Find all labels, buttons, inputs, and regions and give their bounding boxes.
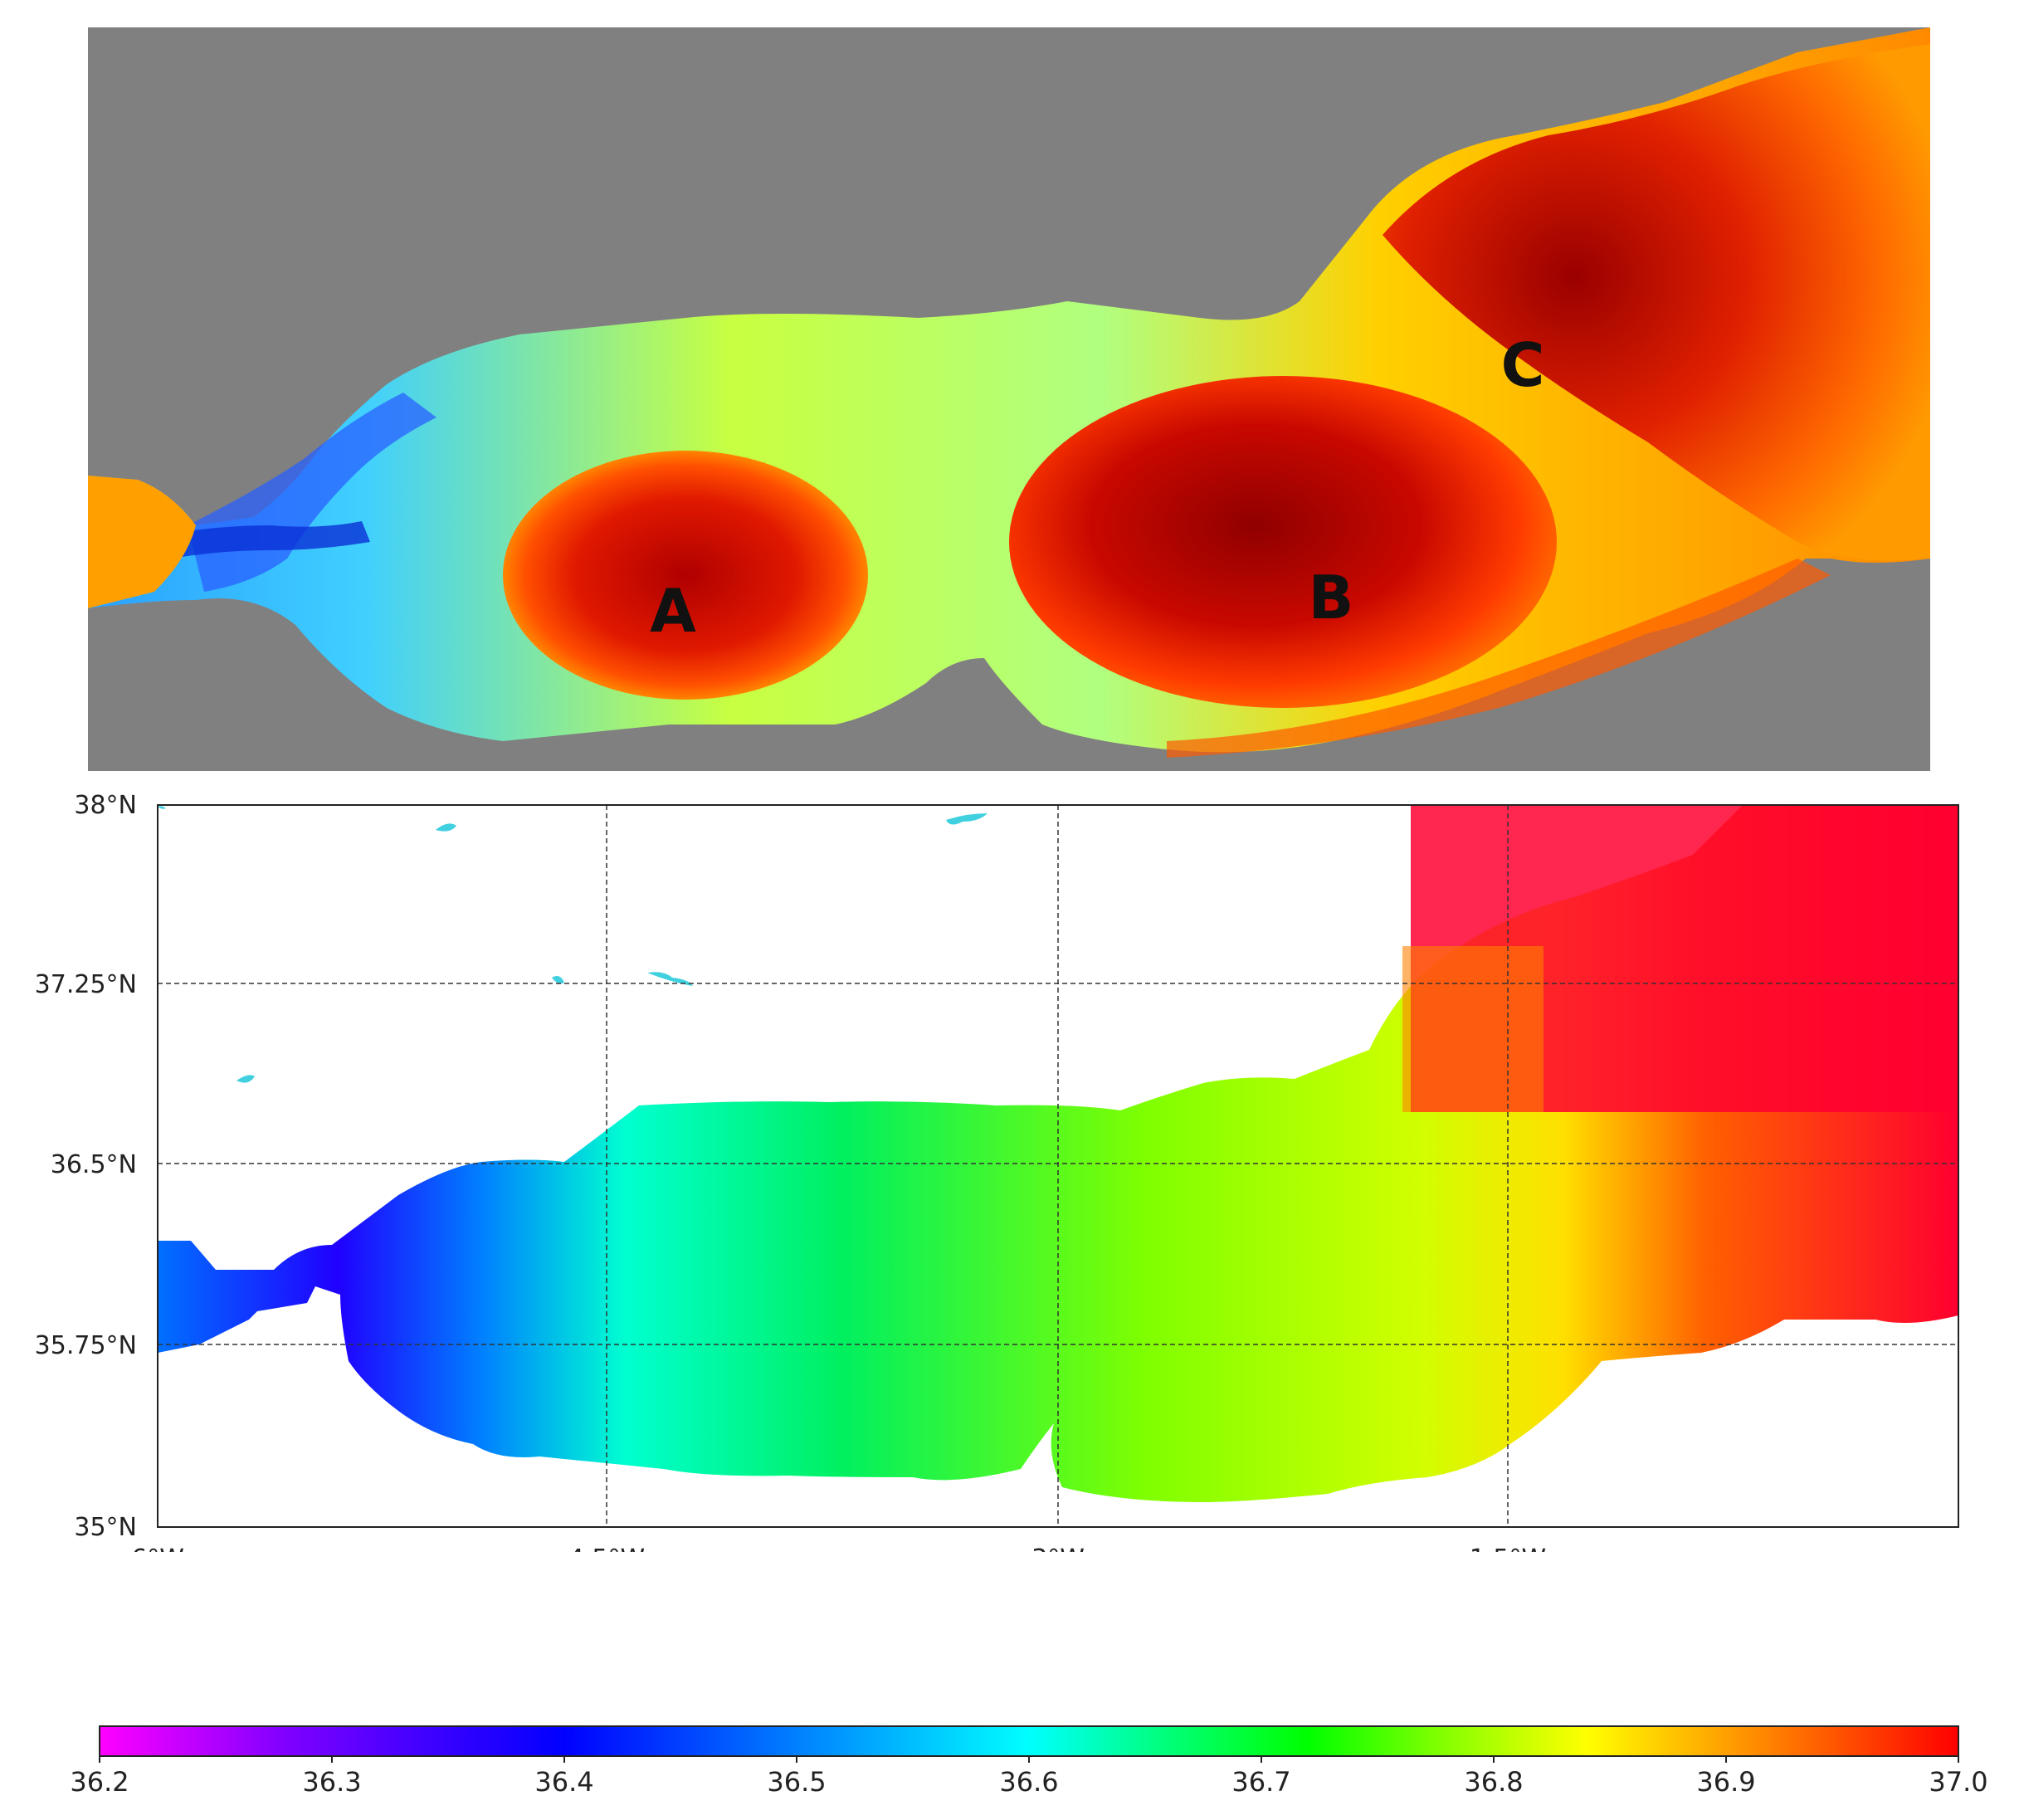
east-warm-water bbox=[1167, 559, 1831, 758]
island-3 bbox=[552, 976, 564, 984]
eddy-a-region bbox=[503, 451, 868, 700]
colorbar-tick-label: 36.3 bbox=[302, 1766, 361, 1798]
lon-tick-3w: 3°W bbox=[1031, 1544, 1085, 1552]
island-6 bbox=[158, 806, 166, 809]
island-5 bbox=[237, 1075, 255, 1083]
eddy-b-label: B bbox=[1309, 563, 1354, 632]
colorbar-ticks: 36.2 36.3 36.4 36.5 36.6 36.7 36.8 36.9 37.0 bbox=[70, 1756, 1988, 1798]
warm-block-orange bbox=[1402, 946, 1544, 1112]
lat-tick-38: 38°N bbox=[74, 791, 137, 820]
colorbar-tick-label: 37.0 bbox=[1929, 1766, 1987, 1798]
lat-tick-36-5: 36.5°N bbox=[51, 1150, 137, 1179]
lon-tick-6w: 6°W bbox=[131, 1544, 184, 1552]
island-4 bbox=[647, 972, 693, 986]
colorbar-tick-label: 36.8 bbox=[1464, 1766, 1523, 1798]
model-map: 38°N 37.25°N 36.5°N 35.75°N 35°N 6°W 4.5… bbox=[35, 791, 1959, 1552]
satellite-map-panel: A B C bbox=[88, 27, 1930, 771]
island-1 bbox=[436, 823, 456, 832]
island-2 bbox=[946, 813, 988, 825]
colorbar-tick-label: 36.4 bbox=[534, 1766, 593, 1798]
colorbar: 36.2 36.3 36.4 36.5 36.6 36.7 36.8 36.9 37.0 bbox=[70, 1725, 1988, 1798]
atlantic-water bbox=[88, 476, 196, 608]
cold-strait-band bbox=[171, 521, 370, 559]
colorbar-tick-label: 36.7 bbox=[1231, 1766, 1290, 1798]
colorbar-tick-label: 36.6 bbox=[999, 1766, 1058, 1798]
colorbar-gradient bbox=[99, 1725, 1959, 1757]
lat-tick-35-75: 35.75°N bbox=[35, 1331, 137, 1360]
satellite-map: A B C bbox=[88, 27, 1930, 771]
lat-tick-37-25: 37.25°N bbox=[35, 970, 137, 999]
colorbar-tick-label: 36.9 bbox=[1696, 1766, 1755, 1798]
lon-tick-4-5w: 4.5°W bbox=[568, 1544, 645, 1552]
lon-tick-1-5w: 1.5°W bbox=[1470, 1544, 1546, 1552]
colorbar-tick-label: 36.5 bbox=[767, 1766, 826, 1798]
eddy-c-region bbox=[1383, 44, 1930, 561]
eddy-c-label: C bbox=[1501, 330, 1545, 400]
colorbar-panel: 36.2 36.3 36.4 36.5 36.6 36.7 36.8 36.9 37.0 bbox=[0, 1701, 2019, 1820]
gridlines bbox=[158, 805, 1958, 1527]
model-map-panel: 38°N 37.25°N 36.5°N 35.75°N 35°N 6°W 4.5… bbox=[0, 780, 2019, 1552]
eddy-b-region bbox=[1009, 376, 1557, 708]
eddy-a-label: A bbox=[650, 576, 696, 646]
colorbar-tick-label: 36.2 bbox=[70, 1766, 129, 1798]
plot-frame bbox=[157, 804, 1959, 1528]
lat-tick-35: 35°N bbox=[74, 1513, 137, 1542]
